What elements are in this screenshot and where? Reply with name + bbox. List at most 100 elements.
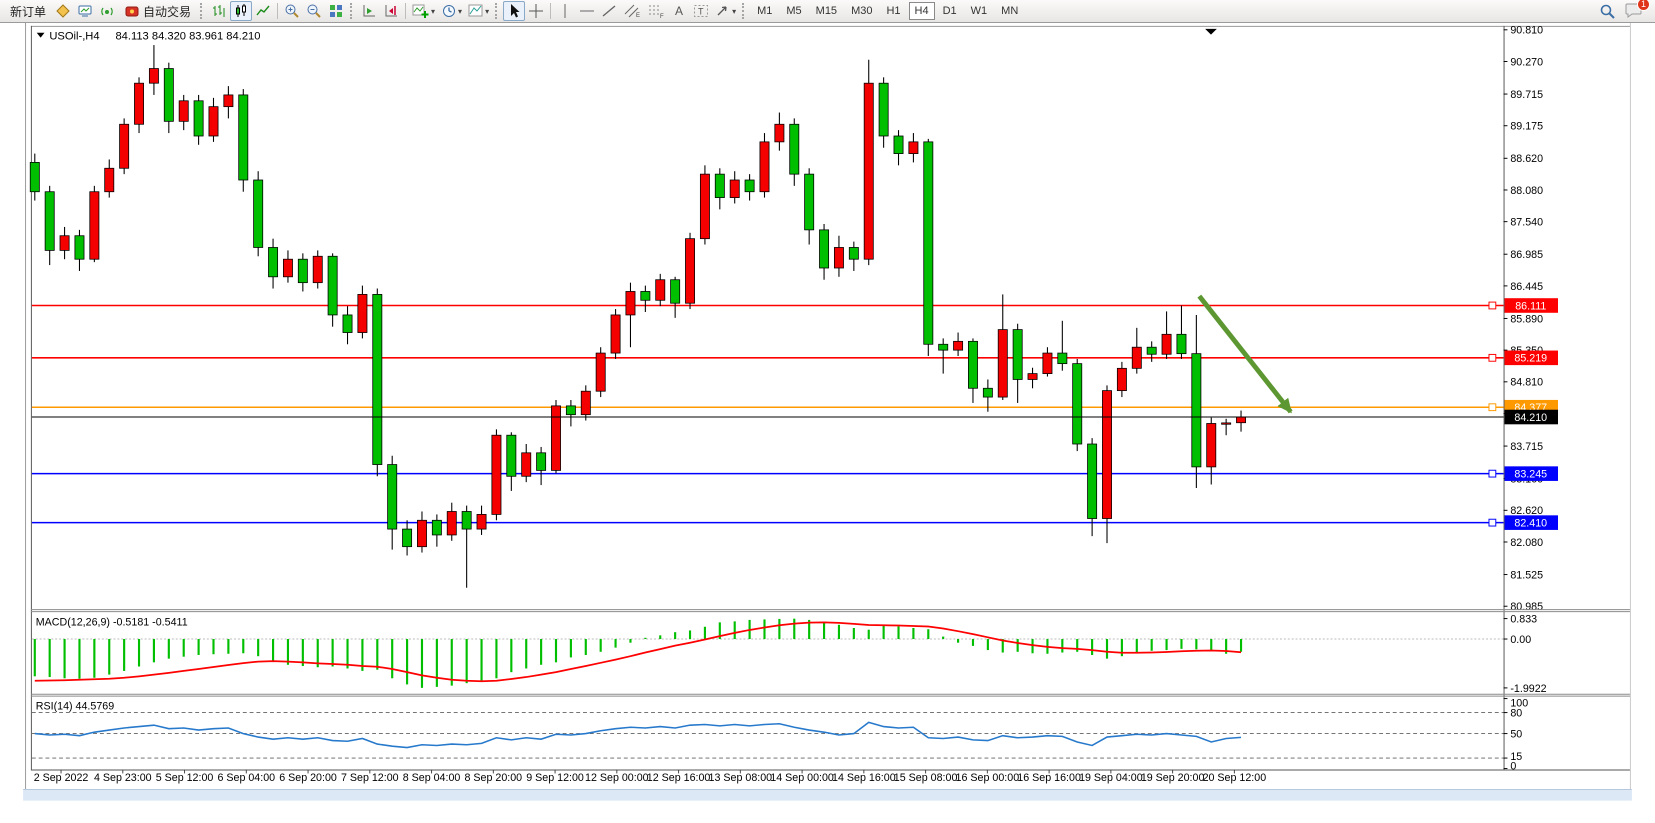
vertical-line-tool-icon[interactable] [554,1,576,21]
rsi-tick-label: 100 [1510,697,1528,709]
auto-trading-icon [125,6,139,17]
price-tick-label: 81.525 [1510,569,1543,581]
chart-shift-icon[interactable] [380,1,402,21]
candle-body [342,314,353,333]
time-tick-label: 6 Sep 04:00 [217,772,275,784]
chart-canvas[interactable]: 90.810 90.270 89.715 89.175 88.620 88.080 87.5… [0,23,1655,823]
tab-D1[interactable]: D1 [942,5,957,17]
new-order-button[interactable]: 新订单 [4,1,52,21]
trend-arrow[interactable] [1197,294,1293,414]
toolbar-grip [742,3,745,19]
candle-body [744,179,755,193]
horizontal-line-tool-icon[interactable] [576,1,598,21]
tab-MN[interactable]: MN [1001,5,1019,17]
candle-body [163,68,174,122]
candle-body [193,100,204,137]
time-tick-label: 12 Sep 00:00 [585,772,649,784]
candle-body [819,229,830,269]
auto-scroll-icon[interactable] [358,1,380,21]
arrows-tool-icon[interactable]: ▾ [712,1,739,21]
line-chart-type-icon[interactable] [252,1,274,21]
toolbar-grip [350,3,353,19]
candle-body [1012,329,1023,380]
candle-body [655,279,666,301]
hline-handle[interactable] [1488,469,1497,478]
candlestick-chart-type-icon[interactable] [230,1,253,21]
candle-body [536,452,547,471]
candle-body [402,528,413,548]
price-tick-label: 86.985 [1510,249,1543,261]
candle-body [1131,346,1142,369]
fibonacci-tool-icon[interactable]: F [644,1,668,21]
toolbar-right-group: 1 [1596,0,1651,21]
tile-windows-icon[interactable] [325,1,347,21]
templates-icon[interactable]: ▾ [465,1,492,21]
candle-body [789,123,800,175]
candle-body [714,173,725,198]
collapse-triangle-icon[interactable] [36,32,45,38]
text-tool-icon[interactable]: A [668,1,690,21]
hline-price-label: 83.245 [1514,469,1547,481]
candle-body [699,173,710,240]
candle-body [387,464,398,530]
cursor-tool-icon[interactable] [503,1,526,21]
candle-body [923,141,934,345]
rsi-tick-label: 15 [1510,751,1522,763]
bar-chart-type-icon[interactable] [208,1,230,21]
trendline-tool-icon[interactable] [598,1,620,21]
candles [29,45,1246,588]
svg-text:E: E [636,13,640,19]
search-icon[interactable] [1596,1,1619,21]
tab-M5[interactable]: M5 [786,5,802,17]
hline-handle[interactable] [1488,518,1497,527]
macd-signal-line [34,621,1242,683]
tab-H1[interactable]: H1 [886,5,901,17]
candle-body [417,519,427,548]
tab-M15[interactable]: M15 [815,5,838,17]
candle-body [551,405,561,471]
zoom-in-icon[interactable] [281,1,303,21]
periods-icon[interactable]: ▾ [438,1,465,21]
chevron-down-icon: ▾ [485,6,490,16]
text-label-tool-icon[interactable]: T [690,1,712,21]
candle-body [1161,333,1172,355]
price-tick-label: 88.620 [1510,153,1543,165]
signals-icon[interactable] [96,1,118,21]
gold-symbol-icon[interactable] [52,1,74,21]
tab-M1[interactable]: M1 [757,5,773,17]
candle-body [104,167,115,193]
hline-handle[interactable] [1488,301,1497,310]
channel-tool-icon[interactable]: E [620,1,644,21]
symbol-title: USOil-,H4 [49,31,99,43]
auto-trading-button[interactable]: 自动交易 [118,1,197,21]
chart-background [23,23,1632,801]
hline-price-label: 82.410 [1514,518,1547,530]
zoom-out-icon[interactable] [303,1,325,21]
hline-handle[interactable] [1488,403,1497,412]
candle-body [908,141,919,154]
svg-text:A: A [675,4,683,18]
market-watch-icon[interactable] [74,1,96,21]
notification-badge: 1 [1637,0,1650,11]
candle-body [372,294,383,465]
time-tick-label: 19 Sep 20:00 [1141,772,1205,784]
candle-body [982,387,993,398]
hline-handle[interactable] [1488,353,1497,362]
candle-body [1236,416,1246,424]
price-tick-label: 84.810 [1510,377,1543,389]
candle-body [268,247,279,278]
chat-button[interactable]: 1 [1625,0,1650,21]
time-tick-label: 15 Sep 08:00 [894,772,958,784]
add-indicator-icon[interactable]: ▾ [409,1,438,21]
candle-body [1057,352,1068,365]
price-tick-label: 85.890 [1510,313,1543,325]
candle-body [565,405,576,416]
crosshair-tool-icon[interactable] [525,1,547,21]
candle-body [282,258,293,278]
tab-W1[interactable]: W1 [970,5,988,17]
scroll-to-end-marker[interactable] [1205,28,1217,35]
tab-H4[interactable]: H4 [908,2,935,20]
tab-M30[interactable]: M30 [851,5,873,17]
candle-body [997,329,1008,398]
